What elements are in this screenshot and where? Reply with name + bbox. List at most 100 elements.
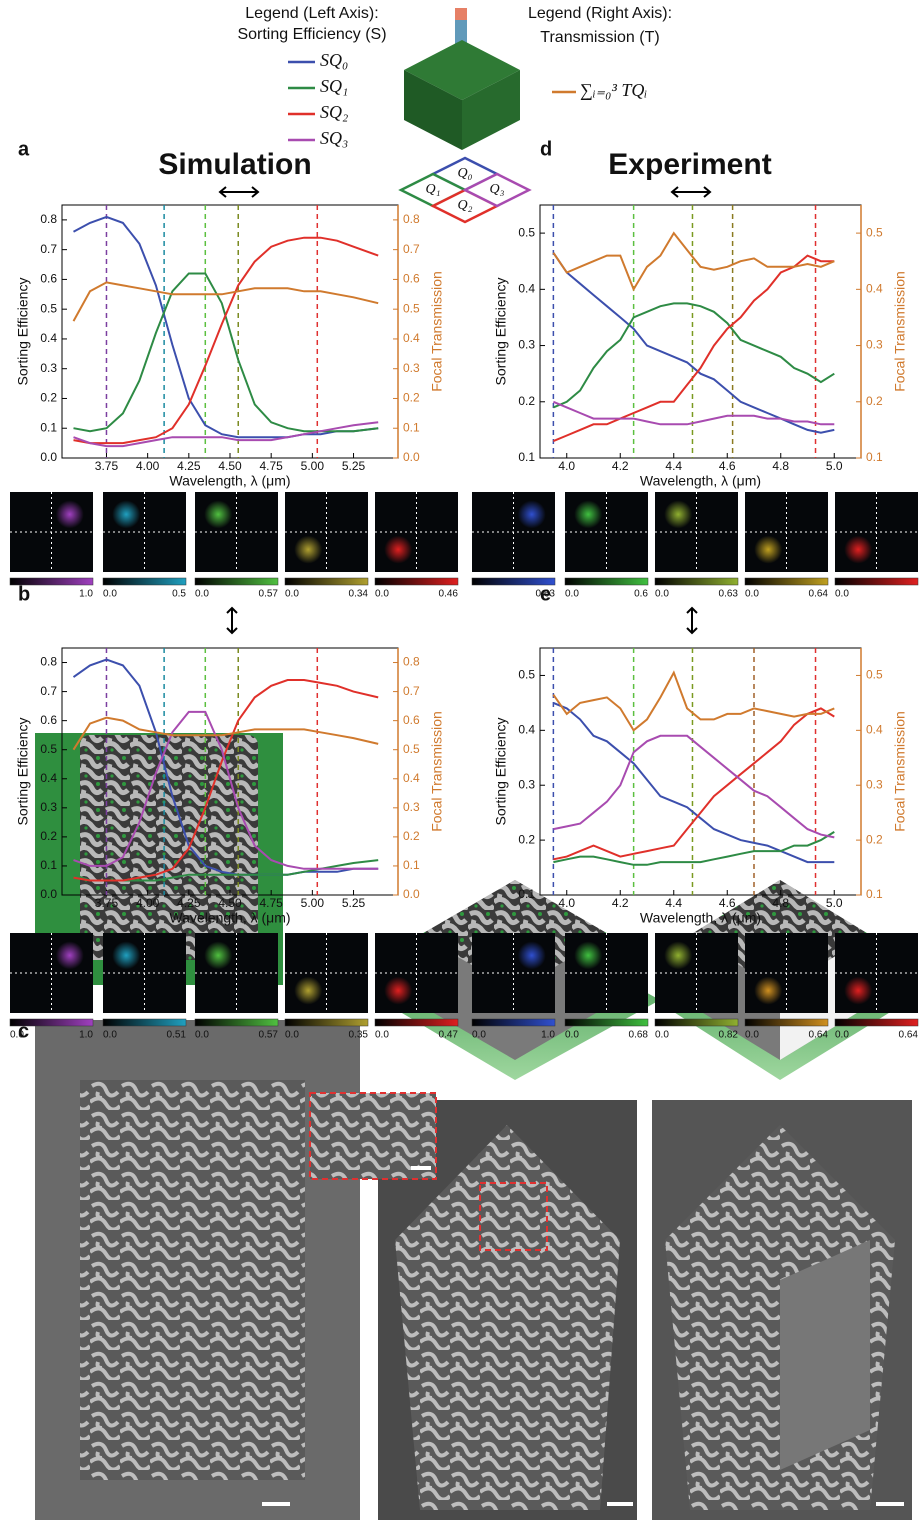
series-line (553, 302, 835, 409)
series-line (553, 400, 835, 426)
x-tick-label: 3.75 (95, 459, 119, 473)
y-tick-label: 0.1 (518, 450, 535, 464)
colorbar (744, 577, 829, 586)
legend-subtitle: Transmission (T) (540, 29, 659, 46)
panel-label: b (18, 583, 30, 605)
colorbar-min: 0.0 (472, 1030, 486, 1041)
intensity-spot (112, 941, 141, 970)
double-arrow (218, 186, 260, 198)
colorbar-min: 0.0 (195, 589, 209, 600)
intensity-spot (754, 535, 783, 564)
colorbar-min: 0.0 (103, 589, 117, 600)
x-tick-label: 4.4 (665, 896, 682, 910)
y-axis-label: Sorting Efficiency (15, 278, 31, 386)
intensity-spot (844, 535, 873, 564)
series-line (73, 679, 379, 882)
panel-label: e (540, 583, 551, 605)
y2-tick-label: 0.3 (866, 338, 883, 352)
sem-device (80, 1080, 305, 1480)
intensity-spot (384, 976, 413, 1005)
x-tick-label: 3.75 (95, 896, 119, 910)
colorbar-max: 0.35 (349, 1030, 369, 1041)
colorbar-max: 0.51 (167, 1030, 187, 1041)
x-tick-label: 4.50 (218, 459, 242, 473)
intensity-spot (517, 941, 546, 970)
colorbar-max: 0.57 (259, 1030, 279, 1041)
legend-label: SQ₀ (320, 50, 348, 70)
arrows (218, 186, 712, 635)
y-tick-label: 0.2 (40, 391, 57, 405)
x-tick-label: 4.6 (719, 459, 736, 473)
y-tick-label: 0.4 (40, 771, 57, 785)
colorbar-max: 0.34 (349, 589, 369, 600)
y2-tick-label: 0.7 (403, 242, 420, 256)
series-line (552, 252, 835, 434)
colorbar-min: 0.0 (285, 589, 299, 600)
y-tick-label: 0.3 (518, 338, 535, 352)
colorbar-min: 0.0 (375, 589, 389, 600)
colorbar-min: 0.0 (195, 1030, 209, 1041)
series-line (73, 272, 379, 433)
colorbar (9, 577, 94, 586)
series-line (73, 710, 379, 870)
series-line (552, 670, 835, 732)
y-axis-label: Sorting Efficiency (493, 278, 509, 386)
y2-tick-label: 0.4 (403, 331, 420, 345)
y2-tick-label: 0.1 (403, 420, 420, 434)
colorbar (564, 577, 649, 586)
y2-tick-label: 0.5 (403, 301, 420, 315)
x-tick-label: 4.25 (177, 459, 201, 473)
colorbar-min: 0.0 (103, 1030, 117, 1041)
double-arrow (686, 606, 698, 635)
series-line (553, 707, 835, 861)
intensity-spot (754, 976, 783, 1005)
top-view-pattern (80, 735, 258, 960)
device-icon (404, 8, 520, 150)
y-tick-label: 0.1 (40, 858, 57, 872)
colorbar-min: 0.0 (565, 1030, 579, 1041)
legend-label: SQ₃ (320, 128, 348, 148)
quadrant-label: Q₃ (490, 182, 505, 197)
y2-axis-label: Focal Transmission (892, 271, 908, 392)
y2-axis-label: Focal Transmission (892, 711, 908, 832)
y2-tick-label: 0.3 (866, 777, 883, 791)
series-line (72, 281, 379, 322)
y-tick-label: 0.6 (40, 272, 57, 286)
legend-subtitle: Sorting Efficiency (S) (237, 26, 386, 43)
x-tick-label: 4.0 (558, 896, 575, 910)
y2-axis-label: Focal Transmission (429, 271, 445, 392)
colorbar-max: 0.5 (172, 589, 186, 600)
colorbar-min: 0.0 (10, 1030, 24, 1041)
colorbar (834, 577, 919, 586)
intensity-spot (664, 500, 693, 529)
y2-tick-label: 0.3 (403, 800, 420, 814)
colorbar-max: 0.64 (899, 1030, 919, 1041)
series-line (552, 231, 835, 292)
legend-label: SQ₁ (320, 76, 348, 96)
x-tick-label: 4.00 (136, 459, 160, 473)
y-axis-label: Sorting Efficiency (15, 718, 31, 826)
y2-tick-label: 0.5 (403, 742, 420, 756)
cube-left (404, 70, 462, 150)
colorbar (9, 1018, 94, 1027)
colorbar-max: 0.46 (439, 589, 459, 600)
x-tick-label: 4.2 (612, 459, 629, 473)
intensity-spot (55, 941, 84, 970)
y-tick-label: 0.5 (518, 225, 535, 239)
y-tick-label: 0.3 (518, 777, 535, 791)
colorbar (564, 1018, 649, 1027)
intensity-spot (112, 500, 141, 529)
y2-tick-label: 0.2 (403, 829, 420, 843)
colorbar-max: 1.0 (79, 589, 93, 600)
header: Experiment (608, 148, 771, 181)
series-line (72, 658, 379, 876)
series-line (73, 236, 379, 445)
colorbar-max: 1.0 (541, 1030, 555, 1041)
colorbar-max: 0.63 (719, 589, 739, 600)
series-line (72, 716, 379, 751)
x-tick-label: 4.75 (259, 896, 283, 910)
x-axis-label: Wavelength, λ (μm) (169, 910, 290, 926)
y2-tick-label: 0.4 (403, 771, 420, 785)
y-tick-label: 0.2 (518, 832, 535, 846)
intensity-spot (204, 500, 233, 529)
